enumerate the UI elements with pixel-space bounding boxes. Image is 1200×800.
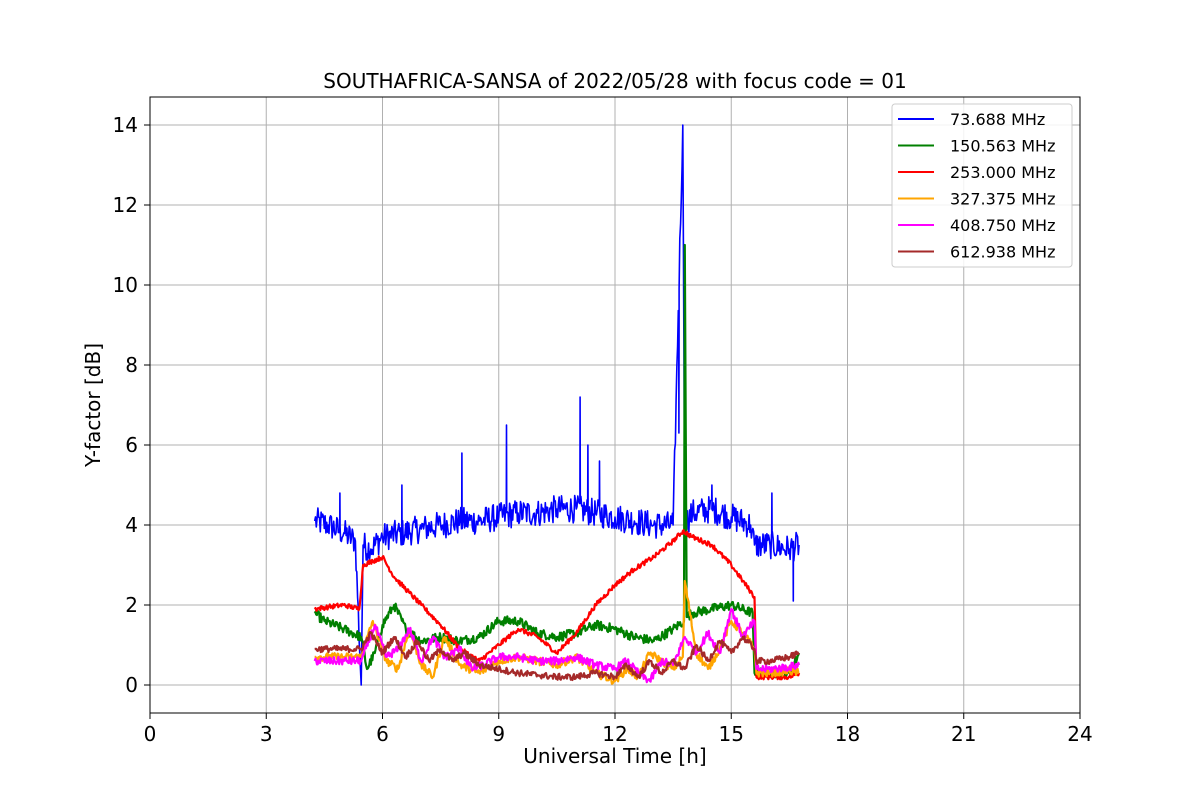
y-tick-label: 0 xyxy=(125,673,138,697)
series-line xyxy=(313,529,801,681)
legend-box xyxy=(891,103,1073,268)
y-tick-label: 6 xyxy=(125,433,138,457)
legend-label: 253.000 MHz xyxy=(950,163,1055,182)
series-line xyxy=(313,243,801,679)
series-line xyxy=(314,630,800,682)
chart-title: SOUTHAFRICA-SANSA of 2022/05/28 with foc… xyxy=(323,69,907,93)
y-tick-label: 12 xyxy=(113,193,138,217)
x-tick-label: 3 xyxy=(260,722,273,746)
x-tick-label: 0 xyxy=(144,722,157,746)
y-tick-label: 8 xyxy=(125,353,138,377)
legend-label: 73.688 MHz xyxy=(950,110,1045,129)
x-tick-label: 12 xyxy=(602,722,627,746)
x-tick-label: 21 xyxy=(951,722,976,746)
x-tick-label: 6 xyxy=(376,722,389,746)
series-line xyxy=(314,579,800,685)
legend-label: 150.563 MHz xyxy=(950,137,1055,156)
legend: 73.688 MHz 150.563 MHz 253.000 MHz 327.375 … xyxy=(891,103,1073,268)
series-line xyxy=(313,124,800,686)
legend-label: 327.375 MHz xyxy=(950,190,1055,209)
x-tick-label: 15 xyxy=(719,722,744,746)
y-tick-label: 2 xyxy=(125,593,138,617)
x-tick-label: 9 xyxy=(492,722,505,746)
y-tick-label: 4 xyxy=(125,513,138,537)
x-tick-label: 18 xyxy=(835,722,860,746)
legend-label: 612.938 MHz xyxy=(950,243,1055,262)
x-tick-label: 24 xyxy=(1067,722,1092,746)
y-axis-label: Y-factor [dB] xyxy=(81,343,105,468)
x-axis-label: Universal Time [h] xyxy=(523,744,706,768)
series-layer xyxy=(313,124,801,686)
y-tick-label: 14 xyxy=(113,113,138,137)
legend-label: 408.750 MHz xyxy=(950,216,1055,235)
y-tick-label: 10 xyxy=(113,273,138,297)
